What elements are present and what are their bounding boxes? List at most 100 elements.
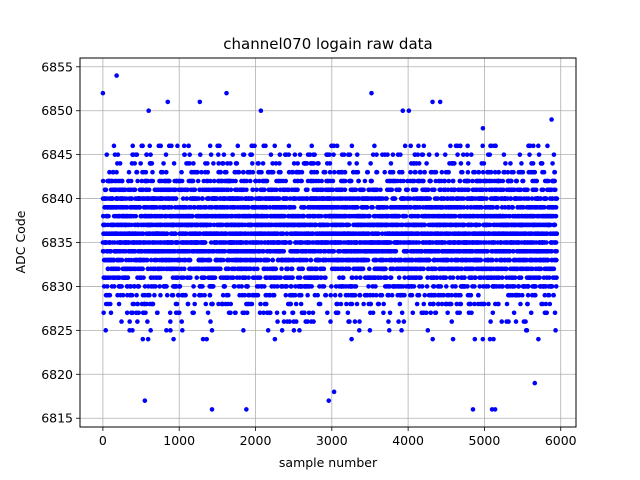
data-point (143, 169, 149, 175)
data-point (145, 319, 150, 324)
data-point (480, 143, 485, 149)
data-point (211, 284, 216, 289)
data-point (388, 275, 394, 280)
data-point (210, 301, 215, 307)
data-point (366, 266, 372, 272)
data-point (374, 257, 379, 263)
data-point (199, 292, 204, 298)
data-point (321, 266, 327, 272)
data-point (187, 152, 192, 157)
data-point (107, 301, 113, 307)
data-point (171, 336, 176, 342)
data-point (421, 266, 426, 272)
data-point (233, 310, 238, 316)
data-point (354, 161, 359, 166)
data-point (318, 213, 324, 219)
data-point (133, 213, 139, 219)
data-point (147, 143, 153, 149)
data-point (365, 257, 371, 263)
data-point (281, 248, 287, 254)
data-point (399, 328, 404, 333)
data-point (299, 169, 305, 175)
data-point (141, 275, 146, 280)
data-point (195, 178, 201, 184)
data-point (472, 284, 477, 289)
data-point (244, 178, 249, 184)
data-point (472, 336, 478, 342)
data-point (258, 257, 263, 263)
data-point (230, 275, 236, 280)
data-point (289, 266, 295, 272)
data-point (252, 143, 257, 149)
data-point (110, 169, 116, 175)
data-point (466, 187, 471, 193)
data-point (167, 178, 172, 184)
data-point (465, 161, 471, 166)
data-point (399, 310, 405, 316)
data-point (319, 178, 324, 184)
data-point (354, 152, 360, 157)
data-point (340, 275, 346, 280)
data-point (388, 161, 394, 166)
data-point (318, 275, 324, 280)
data-point (402, 292, 407, 298)
data-point (439, 169, 445, 175)
data-point (331, 152, 336, 157)
data-point (277, 196, 282, 201)
data-point (345, 310, 351, 316)
data-point (264, 213, 270, 219)
data-point (191, 161, 196, 166)
data-point (416, 292, 422, 298)
data-point (393, 248, 399, 254)
data-point (207, 257, 213, 263)
data-point (418, 169, 423, 175)
data-point (368, 161, 373, 166)
data-point (127, 319, 132, 324)
data-point (431, 284, 437, 289)
data-point (164, 231, 170, 237)
data-point (309, 284, 314, 289)
data-point (396, 319, 401, 324)
data-point (116, 266, 121, 272)
data-point (265, 328, 271, 333)
data-point (374, 152, 379, 157)
data-point (401, 319, 407, 324)
data-point (389, 292, 395, 298)
data-point (140, 336, 146, 342)
data-point (176, 310, 182, 316)
data-point (292, 292, 298, 298)
data-point (119, 257, 125, 263)
data-point (114, 169, 119, 175)
data-point (158, 143, 164, 149)
chart-title: channel070 logain raw data (223, 35, 432, 53)
data-point (306, 310, 312, 316)
data-point (258, 301, 263, 307)
data-point (458, 143, 463, 149)
data-point (323, 275, 328, 280)
data-point (278, 275, 283, 280)
data-point (132, 187, 138, 193)
data-point (192, 187, 198, 193)
data-point (248, 266, 253, 272)
data-point (150, 301, 156, 307)
data-point (382, 169, 388, 175)
data-point (433, 169, 439, 175)
data-point (469, 310, 474, 316)
data-point (257, 310, 263, 316)
data-point (297, 275, 303, 280)
data-point (381, 301, 387, 307)
data-point (361, 187, 366, 193)
data-point (374, 169, 380, 175)
data-point (332, 292, 338, 298)
data-point (442, 178, 448, 184)
data-point (249, 196, 255, 201)
data-point (145, 336, 151, 342)
data-point (432, 187, 437, 193)
data-point (421, 301, 427, 307)
data-point (103, 328, 109, 333)
data-point (251, 266, 257, 272)
data-point (353, 187, 359, 193)
data-point (373, 284, 378, 289)
data-point (191, 310, 196, 316)
data-point (277, 152, 283, 157)
